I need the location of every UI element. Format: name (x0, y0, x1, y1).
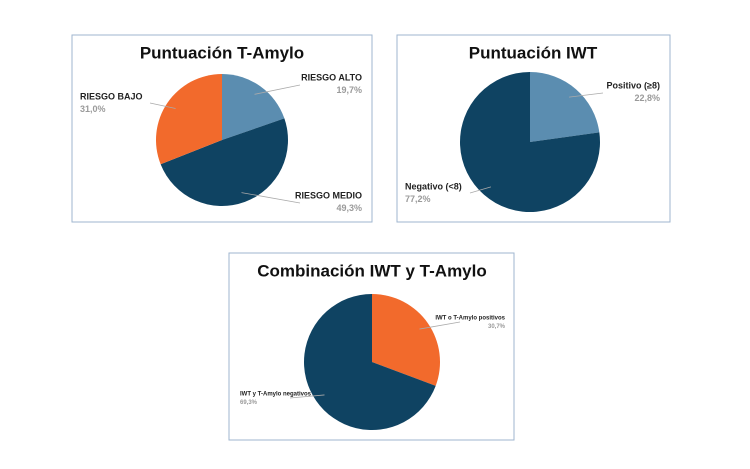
pie-slice (460, 72, 600, 212)
chart-title: Combinación IWT y T-Amylo (257, 261, 487, 280)
slice-label: RIESGO MEDIO (295, 190, 362, 200)
leader-line (469, 186, 492, 194)
slice-label: IWT o T-Amylo positivos (435, 316, 505, 322)
leader-line (289, 394, 325, 399)
leader-line (241, 192, 301, 204)
chart-title: Puntuación IWT (469, 43, 598, 62)
leader-line (419, 321, 461, 330)
slice-value: 77,2% (405, 194, 431, 204)
slice-value: 69,3% (240, 400, 258, 406)
slice-value: 19,7% (336, 85, 362, 95)
slice-label: RIESGO ALTO (301, 72, 362, 82)
slice-value: 31,0% (80, 104, 106, 114)
pie-slice (222, 74, 285, 140)
pie-slice (372, 294, 441, 386)
slice-label: Positivo (≥8) (607, 80, 660, 90)
chart-title: Puntuación T-Amylo (140, 43, 304, 62)
slice-label: IWT y T-Amylo negativos (240, 392, 312, 398)
pie-slice (530, 72, 600, 142)
leader-line (149, 102, 176, 109)
pie-slice (304, 294, 436, 430)
slice-value: 49,3% (336, 203, 362, 213)
slice-value: 22,8% (634, 93, 660, 103)
leader-line (569, 92, 604, 98)
slice-label: Negativo (<8) (405, 181, 462, 191)
pie-slice (156, 74, 222, 165)
slice-label: RIESGO BAJO (80, 91, 143, 101)
pie-slice (160, 118, 289, 207)
leader-line (254, 84, 301, 95)
slice-value: 30,7% (488, 324, 506, 330)
